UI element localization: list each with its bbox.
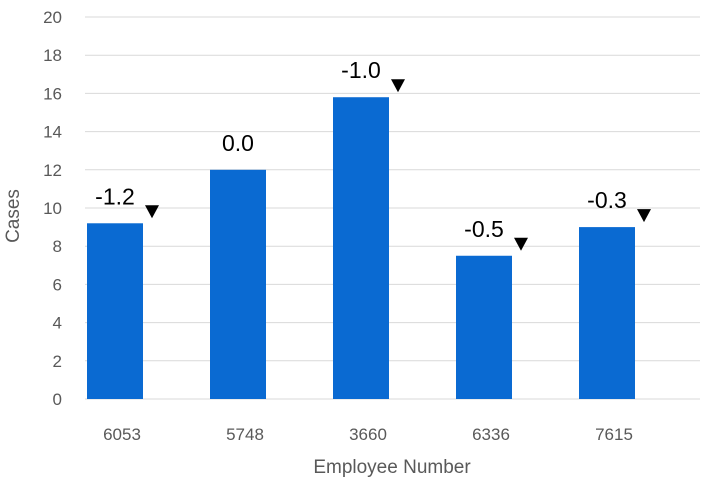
bars — [87, 97, 635, 399]
y-tick-label: 10 — [43, 199, 62, 218]
y-tick-label: 2 — [53, 352, 62, 371]
x-tick-label: 5748 — [226, 425, 264, 444]
x-tick-label: 6053 — [103, 425, 141, 444]
y-tick-label: 8 — [53, 237, 62, 256]
bar-6336 — [456, 255, 512, 399]
down-arrow-icon — [637, 209, 651, 223]
y-tick-label: 20 — [43, 8, 62, 27]
y-tick-label: 12 — [43, 161, 62, 180]
bar-5748 — [210, 169, 266, 399]
x-tick-label: 7615 — [595, 425, 633, 444]
data-label-7615: -0.3 — [587, 187, 627, 213]
bar-6053 — [87, 223, 143, 399]
down-arrow-icon — [391, 79, 405, 93]
bar-7615 — [579, 227, 635, 399]
y-tick-label: 0 — [53, 390, 62, 409]
y-axis-title: Cases — [3, 189, 24, 243]
y-axis-ticks: 0 2 4 6 8 10 12 14 16 18 20 — [43, 8, 62, 409]
x-axis-title: Employee Number — [313, 457, 471, 478]
y-tick-label: 18 — [43, 46, 62, 65]
data-label-6053: -1.2 — [95, 183, 135, 209]
data-label-5748: 0.0 — [222, 130, 254, 156]
x-tick-label: 3660 — [349, 425, 387, 444]
data-label-6336: -0.5 — [464, 216, 504, 242]
down-arrow-icon — [145, 205, 159, 219]
y-tick-label: 4 — [53, 314, 62, 333]
bar-3660 — [333, 97, 389, 399]
y-tick-label: 14 — [43, 123, 62, 142]
x-tick-label: 6336 — [472, 425, 510, 444]
y-tick-label: 16 — [43, 84, 62, 103]
down-arrow-icon — [514, 237, 528, 251]
x-axis-ticks: 6053 5748 3660 6336 7615 — [103, 425, 633, 444]
data-label-3660: -1.0 — [341, 57, 381, 83]
y-tick-label: 6 — [53, 275, 62, 294]
data-labels: -1.2 0.0 -1.0 -0.5 -0.3 — [95, 57, 651, 251]
gridlines — [85, 16, 700, 400]
